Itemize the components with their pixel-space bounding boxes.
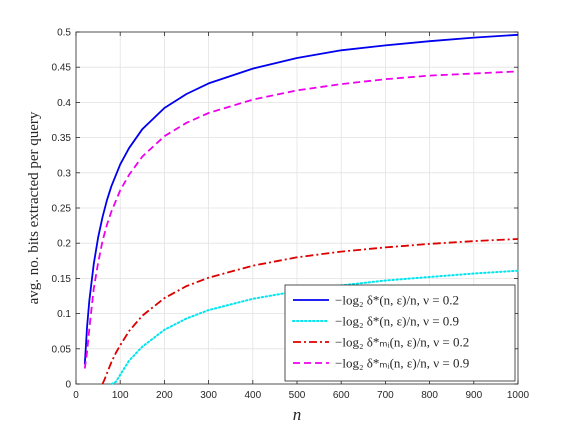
- x-axis-title: n: [293, 405, 302, 424]
- x-tick-label: 600: [333, 390, 350, 401]
- x-tick-label: 800: [421, 390, 438, 401]
- y-tick-label: 0.45: [52, 63, 72, 74]
- legend-box: [284, 284, 516, 382]
- x-tick-label: 700: [377, 390, 394, 401]
- y-tick-label: 0.25: [52, 204, 72, 215]
- legend-label-3: −log₂ δ*ₘᵢ(n, ε)/n, ν = 0.2: [335, 335, 469, 350]
- y-axis-title: avg. no. bits extracted per query: [26, 111, 42, 304]
- legend: −log₂ δ*(n, ε)/n, ν = 0.2 −log₂ δ*(n, ε)/…: [284, 284, 516, 382]
- series-lines: [83, 33, 519, 385]
- series-line-2: [110, 269, 519, 385]
- y-tick-label: 0.3: [57, 168, 71, 179]
- y-tick-label: 0.4: [57, 98, 71, 109]
- x-tick-label: 200: [156, 390, 173, 401]
- legend-label-2: −log₂ δ*(n, ε)/n, ν = 0.9: [335, 314, 459, 329]
- series-line-1: [83, 33, 519, 365]
- y-tick-label: 0.2: [57, 239, 71, 250]
- x-tick-label: 900: [465, 390, 482, 401]
- series-line-4: [83, 70, 519, 369]
- series-line-3: [101, 238, 519, 385]
- legend-label-1: −log₂ δ*(n, ε)/n, ν = 0.2: [335, 293, 459, 308]
- y-tick-label: 0.15: [52, 274, 72, 285]
- x-tick-label: 400: [244, 390, 261, 401]
- x-tick-label: 100: [112, 390, 129, 401]
- y-tick-label: 0.5: [57, 28, 71, 39]
- axis-ticks: 0 100 200 300 400 500 600 700 800 900 1000 0 0.05 0.1…: [52, 28, 530, 402]
- y-tick-label: 0.35: [52, 133, 72, 144]
- legend-label-4: −log₂ δ*ₘᵢ(n, ε)/n, ν = 0.9: [335, 356, 469, 371]
- x-tick-label: 1000: [507, 390, 530, 401]
- y-tick-label: 0.1: [57, 309, 71, 320]
- x-tick-label: 300: [200, 390, 217, 401]
- y-tick-label: 0: [65, 380, 71, 391]
- x-tick-label: 0: [73, 390, 79, 401]
- x-tick-label: 500: [289, 390, 306, 401]
- y-tick-label: 0.05: [52, 344, 72, 355]
